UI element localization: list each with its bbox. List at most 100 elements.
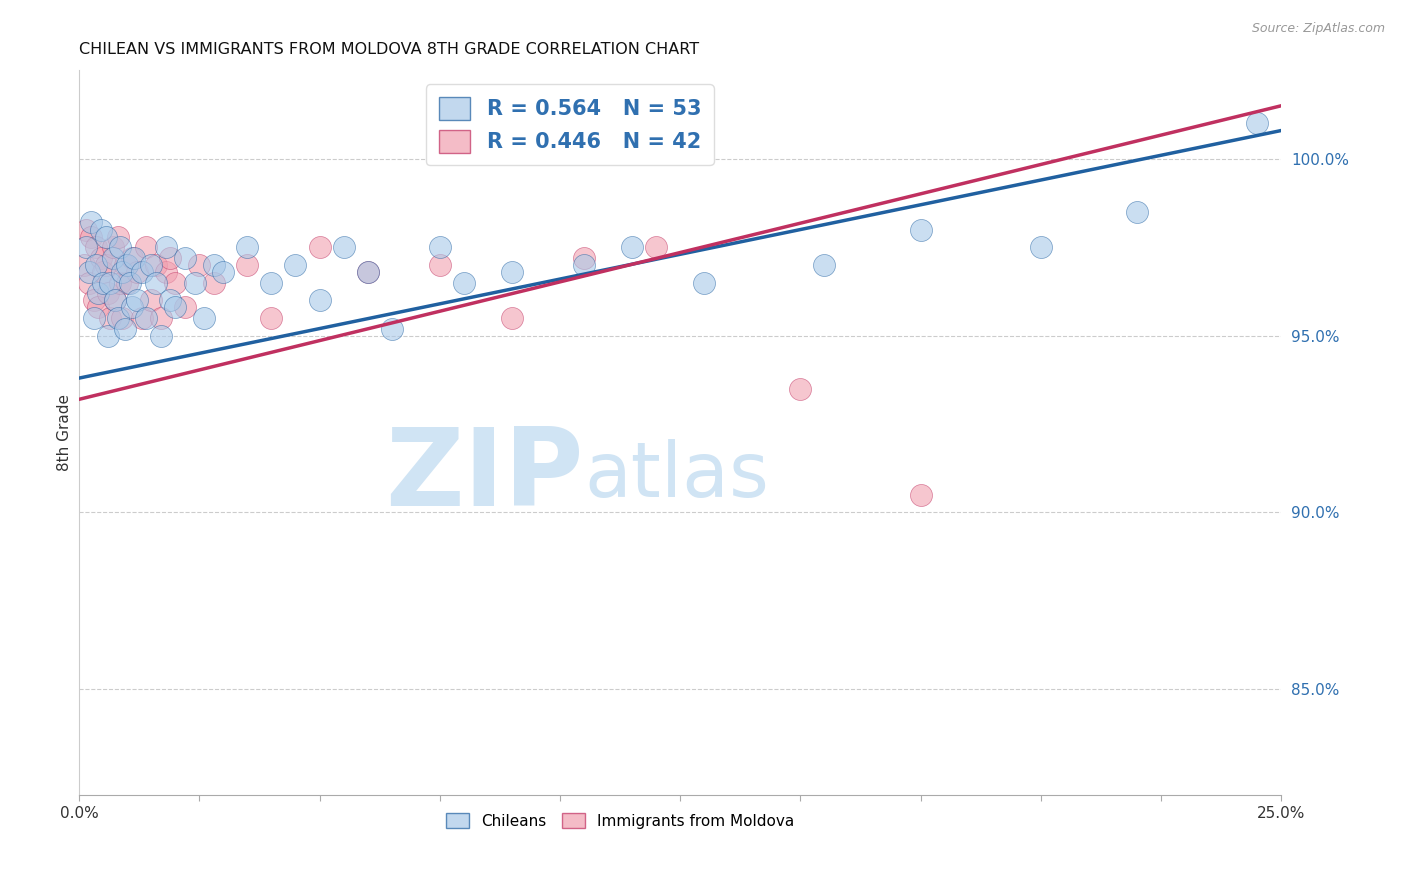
Point <box>90 251 112 265</box>
Point <box>83 310 105 325</box>
Text: CHILEAN VS IMMIGRANTS FROM MOLDOVA 8TH GRADE CORRELATION CHART: CHILEAN VS IMMIGRANTS FROM MOLDOVA 8TH G… <box>79 42 699 57</box>
Text: Source: ZipAtlas.com: Source: ZipAtlas.com <box>1251 22 1385 36</box>
Point <box>108 276 131 290</box>
Point <box>101 251 124 265</box>
Point <box>165 276 187 290</box>
Point <box>84 258 107 272</box>
Point <box>118 276 141 290</box>
Point <box>80 229 103 244</box>
Point <box>381 321 404 335</box>
Point <box>572 258 595 272</box>
Point <box>97 328 120 343</box>
Point <box>1246 116 1268 130</box>
Text: atlas: atlas <box>583 440 769 514</box>
Point <box>572 251 595 265</box>
Point <box>121 251 143 265</box>
Point <box>159 251 181 265</box>
Point <box>910 488 932 502</box>
Point <box>94 258 117 272</box>
Point <box>429 258 451 272</box>
Point <box>97 286 120 301</box>
Point <box>693 276 716 290</box>
Point <box>149 328 172 343</box>
Point <box>80 215 103 229</box>
Point <box>115 276 138 290</box>
Point <box>1126 205 1149 219</box>
Point <box>155 265 177 279</box>
Point <box>87 286 110 301</box>
Point <box>356 265 378 279</box>
Point <box>202 276 225 290</box>
Point <box>108 240 131 254</box>
Point <box>501 310 523 325</box>
Point <box>114 258 136 272</box>
Point <box>356 265 378 279</box>
Y-axis label: 8th Grade: 8th Grade <box>58 394 72 471</box>
Point <box>73 258 96 272</box>
Point <box>77 276 100 290</box>
Point <box>87 301 110 315</box>
Point <box>145 276 167 290</box>
Point <box>332 240 354 254</box>
Point <box>131 310 153 325</box>
Point <box>183 276 205 290</box>
Point <box>135 310 157 325</box>
Point <box>260 310 283 325</box>
Point <box>75 222 97 236</box>
Point <box>104 293 127 308</box>
Point <box>1029 240 1052 254</box>
Point <box>308 293 330 308</box>
Point <box>83 293 105 308</box>
Point <box>101 240 124 254</box>
Point <box>212 265 235 279</box>
Text: ZIP: ZIP <box>385 424 583 530</box>
Point <box>84 240 107 254</box>
Point <box>149 310 172 325</box>
Point <box>100 310 122 325</box>
Point <box>308 240 330 254</box>
Point <box>91 276 114 290</box>
Point <box>124 251 146 265</box>
Point <box>91 265 114 279</box>
Point <box>135 240 157 254</box>
Point <box>236 240 259 254</box>
Point <box>114 321 136 335</box>
Point <box>75 240 97 254</box>
Point <box>236 258 259 272</box>
Point <box>174 301 197 315</box>
Point <box>159 293 181 308</box>
Point <box>145 258 167 272</box>
Point <box>260 276 283 290</box>
Point <box>94 229 117 244</box>
Point <box>131 265 153 279</box>
Legend: Chileans, Immigrants from Moldova: Chileans, Immigrants from Moldova <box>440 806 800 835</box>
Point <box>813 258 835 272</box>
Point <box>910 222 932 236</box>
Point <box>193 310 215 325</box>
Point <box>115 258 138 272</box>
Point <box>121 301 143 315</box>
Point <box>155 240 177 254</box>
Point <box>125 265 148 279</box>
Point <box>165 301 187 315</box>
Point <box>90 222 112 236</box>
Point <box>429 240 451 254</box>
Point <box>100 276 122 290</box>
Point <box>141 293 163 308</box>
Point <box>174 251 197 265</box>
Point <box>284 258 307 272</box>
Point <box>111 310 134 325</box>
Point <box>125 293 148 308</box>
Point <box>789 382 811 396</box>
Point <box>645 240 668 254</box>
Point <box>202 258 225 272</box>
Point <box>104 293 127 308</box>
Point <box>188 258 211 272</box>
Point <box>453 276 475 290</box>
Point <box>621 240 644 254</box>
Point <box>77 265 100 279</box>
Point <box>141 258 163 272</box>
Point <box>501 265 523 279</box>
Point <box>107 310 129 325</box>
Point <box>107 229 129 244</box>
